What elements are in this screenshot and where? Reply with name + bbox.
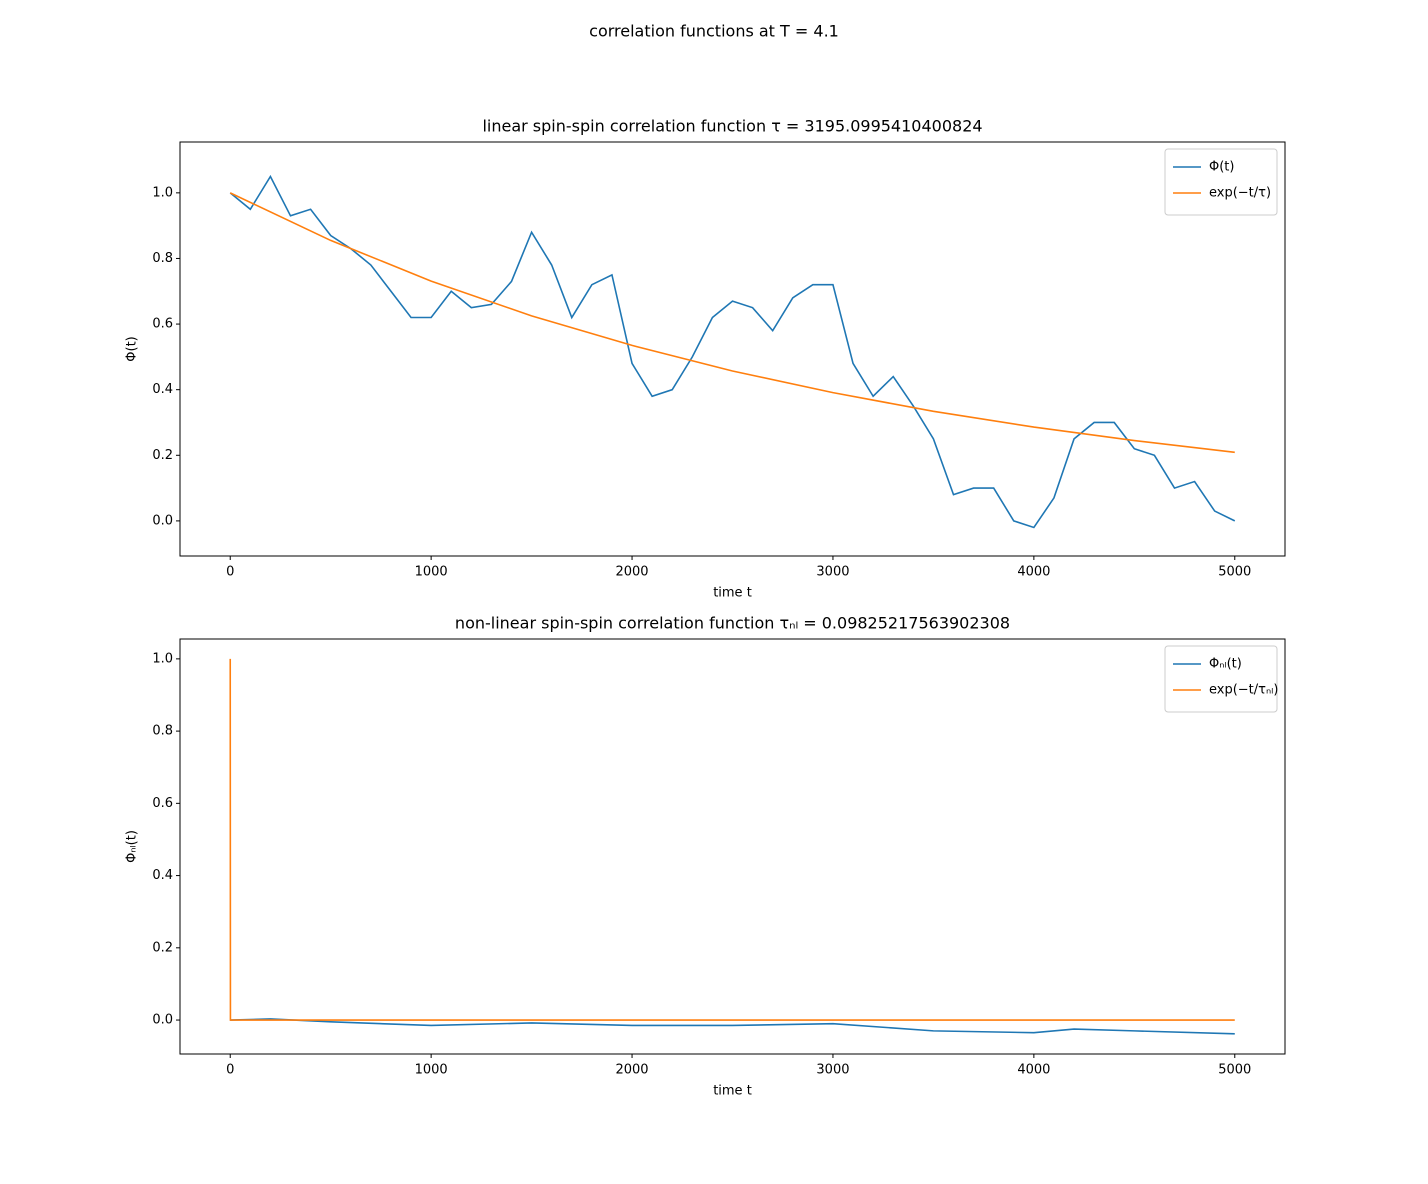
y-tick-label: 0.0 (152, 513, 173, 528)
y-axis-label: Φₙₗ(t) (125, 830, 140, 863)
x-tick-label: 5000 (1218, 565, 1251, 580)
legend-label: exp(−t/τ) (1209, 186, 1271, 201)
y-tick-label: 1.0 (152, 185, 173, 200)
y-tick-label: 0.4 (152, 868, 173, 883)
axes-frame (179, 141, 1286, 557)
y-tick-label: 0.6 (152, 317, 173, 332)
y-tick-label: 1.0 (152, 651, 173, 666)
data-line (229, 192, 1235, 454)
legend-box (1164, 645, 1278, 713)
x-tick-label: 1000 (415, 565, 448, 580)
y-tick-label: 0.0 (152, 1013, 173, 1028)
legend-label: Φ(t) (1209, 160, 1234, 175)
legend-label: exp(−t/τₙₗ) (1209, 683, 1278, 698)
figure-title: correlation functions at T = 4.1 (589, 22, 839, 41)
data-line (229, 658, 1235, 1021)
data-line (230, 1018, 1235, 1035)
x-tick-label: 2000 (615, 565, 648, 580)
y-tick-label: 0.8 (152, 724, 173, 739)
y-tick-label: 0.2 (152, 448, 173, 463)
x-axis-label: time t (713, 1084, 752, 1099)
y-tick-label: 0.2 (152, 940, 173, 955)
legend-box (1164, 148, 1278, 216)
x-tick-label: 2000 (615, 1063, 648, 1078)
x-tick-label: 3000 (816, 1063, 849, 1078)
axes-title: linear spin-spin correlation function τ … (482, 117, 982, 136)
x-axis-label: time t (713, 586, 752, 601)
y-tick-label: 0.6 (152, 796, 173, 811)
y-axis-label: Φ(t) (125, 336, 140, 361)
x-tick-label: 0 (226, 1063, 234, 1078)
x-tick-label: 3000 (816, 565, 849, 580)
x-tick-label: 4000 (1017, 1063, 1050, 1078)
legend-label: Φₙₗ(t) (1209, 657, 1242, 672)
data-line (229, 174, 1236, 529)
axes-title: non-linear spin-spin correlation functio… (455, 614, 1010, 633)
x-tick-label: 1000 (415, 1063, 448, 1078)
y-tick-label: 0.8 (152, 251, 173, 266)
y-tick-label: 0.4 (152, 382, 173, 397)
axes-frame (179, 638, 1286, 1055)
x-tick-label: 4000 (1017, 565, 1050, 580)
x-tick-label: 0 (226, 565, 234, 580)
x-tick-label: 5000 (1218, 1063, 1251, 1078)
